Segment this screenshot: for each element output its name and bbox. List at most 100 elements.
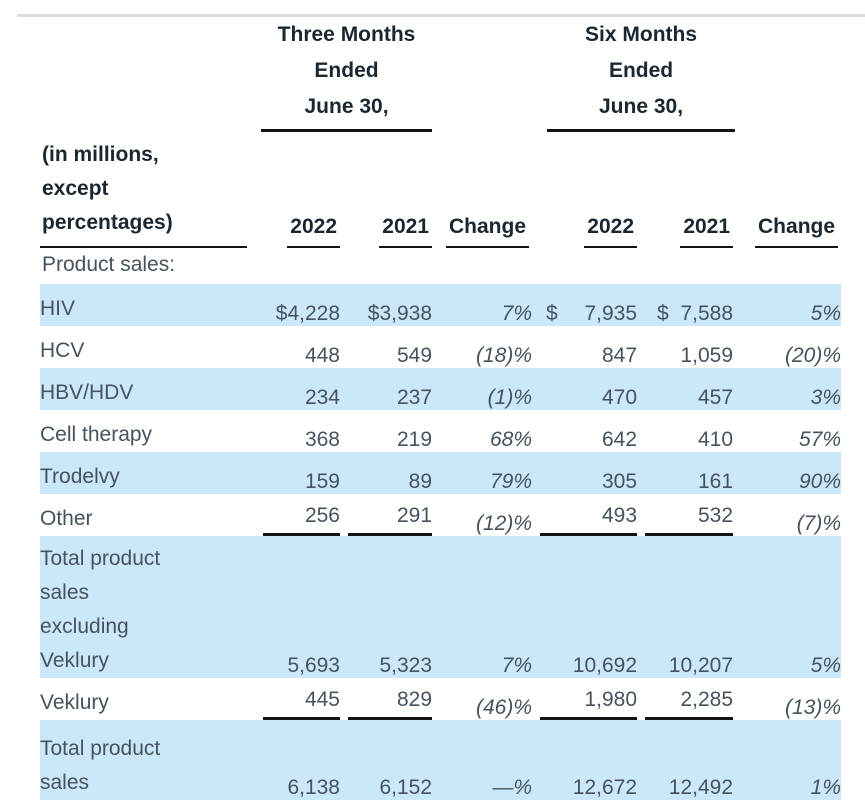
column-header-q2021: 2021 bbox=[340, 132, 433, 248]
change-cell: (12)% bbox=[475, 512, 533, 535]
change-cell: 5% bbox=[733, 536, 842, 678]
group-header-line: Ended bbox=[608, 59, 674, 82]
group-header-row: Three Months Ended June 30, Six Months E… bbox=[40, 17, 841, 132]
value-cell: 5,323 bbox=[340, 536, 433, 678]
group-header-line: June 30, bbox=[599, 95, 684, 118]
value-cell: 10,692 bbox=[532, 536, 638, 678]
value-cell: 445 bbox=[255, 678, 340, 720]
row-label-line: excluding bbox=[40, 615, 129, 638]
empty-cell bbox=[733, 17, 841, 132]
cash-value: $ 7,588 bbox=[637, 302, 733, 326]
underlined-value: 445 bbox=[263, 688, 340, 720]
value-cell: 448 bbox=[304, 344, 340, 367]
value-cell: 12,492 bbox=[637, 720, 734, 800]
change-cell: —% bbox=[432, 720, 533, 800]
dollar-sign: $ bbox=[546, 302, 558, 325]
product-row-hbv-hdv: HBV/HDV 234 237 (1)% 470 457 3% bbox=[40, 368, 842, 410]
change-cell: (1)% bbox=[432, 368, 533, 410]
row-label-line: sales bbox=[40, 581, 90, 604]
value-cell: 6,138 bbox=[255, 720, 340, 800]
column-header-h2022: 2022 bbox=[532, 132, 638, 248]
amount: 7,935 bbox=[584, 302, 638, 325]
row-label-line: sales bbox=[40, 771, 90, 794]
three-months-header: Three Months Ended June 30, bbox=[261, 17, 433, 132]
change-cell: 3% bbox=[733, 368, 842, 410]
row-label-line: Total product bbox=[40, 737, 161, 760]
product-sales-table: Three Months Ended June 30, Six Months E… bbox=[40, 17, 842, 800]
change-cell: 7% bbox=[432, 284, 533, 326]
value-cell: 470 bbox=[532, 368, 638, 410]
underlined-value: 1,980 bbox=[540, 688, 638, 720]
change-cell: 68% bbox=[489, 428, 533, 451]
column-header-h2021: 2021 bbox=[637, 132, 734, 248]
row-label-line: Total product bbox=[40, 547, 161, 570]
value-cell: 291 bbox=[340, 494, 433, 536]
change-cell: (20)% bbox=[785, 344, 842, 367]
total-row-excluding-veklury: Total product sales excluding Veklury 5,… bbox=[40, 536, 842, 678]
value-cell: 847 bbox=[601, 344, 638, 367]
units-note: (in millions, except percentages) bbox=[40, 132, 247, 248]
value-cell: 1,059 bbox=[680, 344, 734, 367]
value-cell: 89 bbox=[340, 452, 433, 494]
top-divider-line bbox=[17, 14, 865, 17]
underlined-value: 829 bbox=[348, 688, 433, 720]
value-cell: 368 bbox=[304, 428, 340, 451]
value-cell: 237 bbox=[340, 368, 433, 410]
underlined-value: 291 bbox=[348, 504, 433, 536]
row-label: HIV bbox=[40, 284, 255, 326]
value-cell: 642 bbox=[601, 428, 638, 451]
group-header-line: Three Months bbox=[277, 23, 416, 46]
units-note-line: except bbox=[42, 177, 109, 200]
three-months-header-cell: Three Months Ended June 30, bbox=[255, 17, 433, 132]
change-cell: (46)% bbox=[475, 696, 533, 719]
value-cell: $ 7,935 bbox=[532, 284, 638, 326]
group-header-line: Six Months bbox=[585, 23, 698, 46]
column-header-qchange: Change bbox=[432, 132, 532, 248]
value-cell: 457 bbox=[637, 368, 734, 410]
row-label: Total product sales bbox=[40, 720, 255, 800]
units-note-line: (in millions, bbox=[42, 143, 159, 166]
change-cell: 79% bbox=[432, 452, 533, 494]
product-row-hiv: HIV $4,228 $3,938 7% $ 7,935 $ 7,588 5% bbox=[40, 284, 842, 326]
change-cell: 57% bbox=[799, 428, 842, 451]
row-label: Veklury bbox=[40, 691, 109, 714]
value-cell: 1,980 bbox=[532, 678, 638, 720]
section-header: Product sales: bbox=[42, 253, 176, 276]
amount: 7,588 bbox=[680, 302, 734, 325]
underlined-value: 493 bbox=[540, 504, 638, 536]
value-cell: 5,693 bbox=[255, 536, 340, 678]
row-label: Trodelvy bbox=[40, 452, 255, 494]
value-cell: $ 7,588 bbox=[637, 284, 734, 326]
value-cell: 305 bbox=[532, 452, 638, 494]
change-cell: 7% bbox=[432, 536, 533, 678]
change-cell: 5% bbox=[733, 284, 842, 326]
column-header-row: (in millions, except percentages) 2022 2… bbox=[40, 132, 841, 248]
value-cell: 829 bbox=[340, 678, 433, 720]
product-row-cell-therapy: Cell therapy 368 219 68% 642 410 57% bbox=[40, 410, 841, 452]
empty-cell bbox=[432, 17, 532, 132]
value-cell: 6,152 bbox=[340, 720, 433, 800]
row-label-line: Veklury bbox=[40, 649, 109, 672]
product-row-other: Other 256 291 (12)% 493 532 (7)% bbox=[40, 494, 841, 536]
row-label: Total product sales excluding Veklury bbox=[40, 536, 255, 678]
value-cell: 256 bbox=[255, 494, 340, 536]
underlined-value: 2,285 bbox=[645, 688, 734, 720]
empty-cell bbox=[40, 17, 255, 132]
six-months-header-cell: Six Months Ended June 30, bbox=[532, 17, 736, 132]
six-months-header: Six Months Ended June 30, bbox=[547, 17, 736, 132]
value-cell: 12,672 bbox=[532, 720, 638, 800]
value-cell: 234 bbox=[255, 368, 340, 410]
change-cell: (13)% bbox=[785, 696, 842, 719]
value-cell: $3,938 bbox=[340, 284, 433, 326]
column-header-q2022: 2022 bbox=[255, 132, 340, 248]
value-cell: $4,228 bbox=[255, 284, 340, 326]
change-cell: (18)% bbox=[475, 344, 533, 367]
group-header-line: Ended bbox=[314, 59, 379, 82]
value-cell: 2,285 bbox=[637, 678, 734, 720]
product-row-trodelvy: Trodelvy 159 89 79% 305 161 90% bbox=[40, 452, 842, 494]
row-label: HCV bbox=[40, 339, 85, 362]
row-label: Cell therapy bbox=[40, 423, 153, 446]
row-label: Other bbox=[40, 507, 93, 530]
total-row-product-sales: Total product sales 6,138 6,152 —% 12,67… bbox=[40, 720, 842, 800]
